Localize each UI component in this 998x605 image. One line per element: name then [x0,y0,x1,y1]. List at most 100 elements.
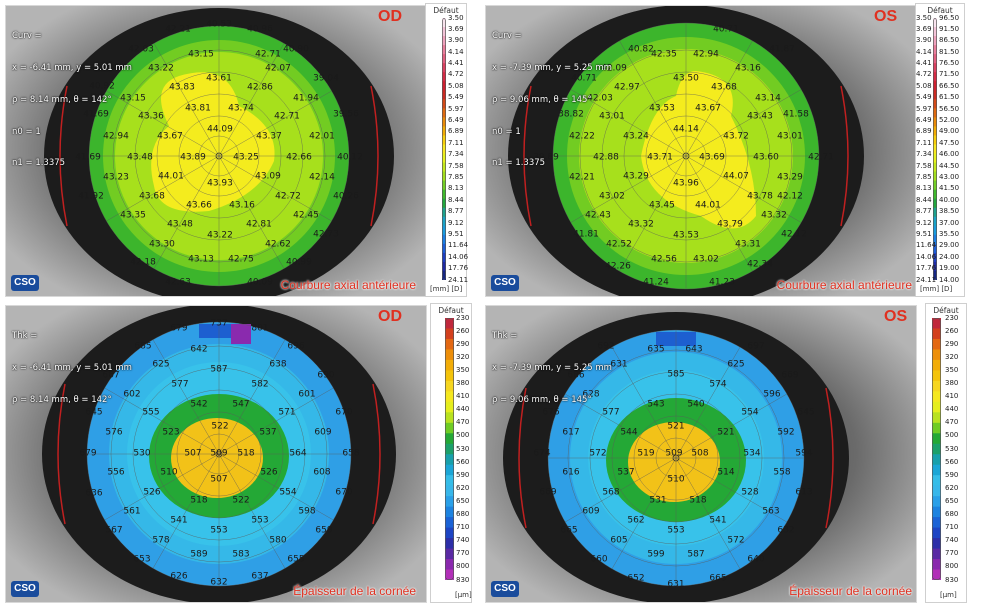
map-value: 631 [667,580,684,590]
map-value: 43.93 [207,179,233,189]
scale-label-diopter: 41.50 [939,184,960,193]
scale-label: 440 [456,405,470,414]
color-bar-step [932,338,941,351]
map-value: 41.87 [769,45,795,55]
scale-label: 590 [456,470,470,479]
grid-spoke [685,89,802,157]
color-bar-step [933,108,937,118]
color-bar-step [442,36,446,46]
scale-label: 3.69 [448,24,464,33]
map-value: 40.96 [247,25,273,35]
pupil-center-marker [682,152,690,160]
map-value: 42.18 [130,258,156,268]
map-value: 665 [709,574,726,584]
map-value: 42.21 [165,25,191,35]
grid-spoke [619,155,687,272]
color-bar-step [442,225,446,236]
map-value: 43.48 [167,220,193,230]
map-value: 587 [687,550,704,560]
color-bar-step [442,234,446,245]
od-thickness-map[interactable]: 737 679 801 685 642 696 625 638 587 667 690 577 582 6… [6,306,426,602]
color-bar-step [932,401,941,413]
scale-units: [mm] [D] [920,285,953,293]
map-value: 616 [562,468,579,478]
thinnest-zone [171,418,263,498]
scale-label-diopter: 19.00 [939,264,960,273]
thinnest-zone [628,422,720,502]
map-value: 42.94 [693,50,719,60]
map-value: 660 [590,555,607,565]
color-bar-frame [445,318,454,580]
scale-label: 710 [945,523,959,532]
scale-label-diopter: 44.50 [939,161,960,170]
map-value: 43.23 [103,173,129,183]
scale-label: 14.06 [448,252,469,261]
map-value: 642 [190,345,207,355]
od-curvature-map[interactable]: 43.15 42.71 43.22 42.07 43.61 43.83 42.86 43.15… [6,6,426,296]
os-thickness-map[interactable]: 692 635 643 697 631 625 585 686 669 628 574 596 543 5… [486,306,916,602]
color-bar-step [933,207,937,218]
os-curvature-map[interactable]: 42.35 42.94 42.09 43.16 43.50 42.97 43.68 42.03… [486,6,916,296]
color-bar-step [445,338,454,351]
color-bar-step [933,54,937,64]
color-bar-frame [932,318,941,580]
map-value: 42.12 [777,192,803,202]
map-value: 40.82 [628,45,654,55]
map-value: 541 [170,516,187,526]
color-bar-step [933,144,937,155]
color-bar-step [933,189,937,200]
grid-spoke [218,43,285,157]
limbus-arc-left [518,387,527,529]
color-bar-step [442,45,446,55]
scale-label: 620 [945,483,959,492]
color-bar-step [933,171,937,182]
map-value: 542 [190,400,207,410]
map-value: 43.53 [649,104,675,114]
map-value: 571 [278,408,295,418]
scale-units: [µm] [455,591,472,599]
map-value: 567 [105,526,122,536]
color-bar-step [932,569,941,580]
map-value: 43.02 [599,192,625,202]
scale-label-diopter: 14.00 [939,275,960,284]
color-bar-step [445,485,454,497]
color-bar-step [442,135,446,146]
map-value: 589 [190,550,207,560]
color-bar-step [442,144,446,155]
color-bar-step [933,180,937,191]
grid-spoke [675,457,787,523]
scale-label: 830 [945,575,959,584]
map-value: 43.14 [755,94,781,104]
color-bar-step [442,171,446,182]
scale-label: 560 [456,457,470,466]
scale-label-diopter: 49.00 [939,127,960,136]
map-value: 42.22 [569,132,595,142]
map-value: 577 [171,380,188,390]
color-bar-step [932,527,941,539]
od-curvature-panel: 43.15 42.71 43.22 42.07 43.61 43.83 42.86 43.15… [5,5,427,297]
color-bar-step [445,454,454,466]
scale-label: 6.89 [916,127,932,136]
map-value: 653 [133,555,150,565]
color-bar-step [445,517,454,529]
map-value: 574 [709,380,726,390]
color-bar-step [933,126,937,137]
map-value: 572 [727,536,744,546]
grid-spoke [153,43,220,157]
map-value: 43.66 [186,201,212,211]
color-bar-step [442,270,446,280]
map-value: 38.82 [558,110,584,120]
scale-label-diopter: 96.50 [939,13,960,22]
map-value: 697 [747,342,764,352]
scale-label: 8.44 [448,195,464,204]
scale-label: 530 [945,444,959,453]
map-value: 43.68 [711,83,737,93]
map-value: 690 [317,371,334,381]
scale-units: [mm] [D] [430,285,463,293]
color-bar-step [442,252,446,263]
color-bar-step [932,496,941,508]
limbus-arc-right [825,387,834,529]
map-value: 43.02 [693,255,719,265]
map-value: 510 [160,468,177,478]
color-bar-step [442,216,446,227]
